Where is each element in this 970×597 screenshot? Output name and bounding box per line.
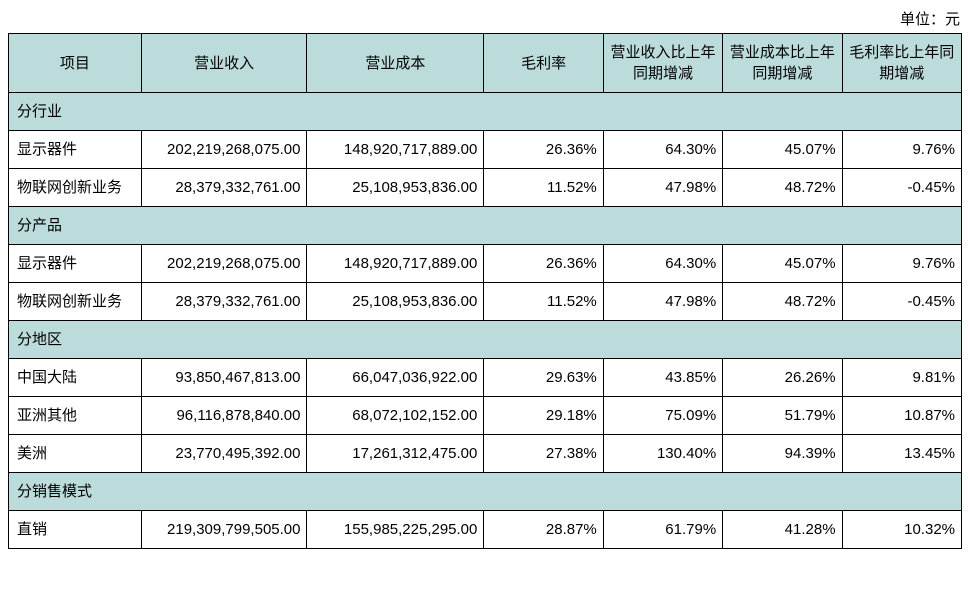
cell-value: 130.40% xyxy=(603,435,722,473)
financial-table: 项目 营业收入 营业成本 毛利率 营业收入比上年同期增减 营业成本比上年同期增减… xyxy=(8,33,962,549)
cell-value: 96,116,878,840.00 xyxy=(141,397,307,435)
table-row: 亚洲其他96,116,878,840.0068,072,102,152.0029… xyxy=(9,397,962,435)
section-row: 分行业 xyxy=(9,93,962,131)
cell-value: 23,770,495,392.00 xyxy=(141,435,307,473)
table-body: 分行业显示器件202,219,268,075.00148,920,717,889… xyxy=(9,93,962,549)
cell-value: 9.76% xyxy=(842,131,961,169)
cell-value: 28,379,332,761.00 xyxy=(141,283,307,321)
cell-value: 11.52% xyxy=(484,283,603,321)
row-label: 显示器件 xyxy=(9,245,142,283)
cell-value: 68,072,102,152.00 xyxy=(307,397,484,435)
cell-value: 10.32% xyxy=(842,511,961,549)
cell-value: 26.36% xyxy=(484,245,603,283)
col-header-6: 毛利率比上年同期增减 xyxy=(842,34,961,93)
table-head: 项目 营业收入 营业成本 毛利率 营业收入比上年同期增减 营业成本比上年同期增减… xyxy=(9,34,962,93)
cell-value: 66,047,036,922.00 xyxy=(307,359,484,397)
cell-value: 17,261,312,475.00 xyxy=(307,435,484,473)
cell-value: 10.87% xyxy=(842,397,961,435)
cell-value: 94.39% xyxy=(723,435,842,473)
cell-value: 51.79% xyxy=(723,397,842,435)
cell-value: 13.45% xyxy=(842,435,961,473)
cell-value: 64.30% xyxy=(603,245,722,283)
cell-value: 25,108,953,836.00 xyxy=(307,283,484,321)
cell-value: 93,850,467,813.00 xyxy=(141,359,307,397)
row-label: 直销 xyxy=(9,511,142,549)
col-header-1: 营业收入 xyxy=(141,34,307,93)
row-label: 亚洲其他 xyxy=(9,397,142,435)
cell-value: 148,920,717,889.00 xyxy=(307,131,484,169)
col-header-3: 毛利率 xyxy=(484,34,603,93)
cell-value: 61.79% xyxy=(603,511,722,549)
cell-value: 28.87% xyxy=(484,511,603,549)
cell-value: 45.07% xyxy=(723,245,842,283)
table-row: 显示器件202,219,268,075.00148,920,717,889.00… xyxy=(9,245,962,283)
cell-value: 28,379,332,761.00 xyxy=(141,169,307,207)
section-title: 分销售模式 xyxy=(9,473,962,511)
table-row: 中国大陆93,850,467,813.0066,047,036,922.0029… xyxy=(9,359,962,397)
cell-value: 25,108,953,836.00 xyxy=(307,169,484,207)
cell-value: 148,920,717,889.00 xyxy=(307,245,484,283)
cell-value: 47.98% xyxy=(603,169,722,207)
cell-value: 9.81% xyxy=(842,359,961,397)
col-header-0: 项目 xyxy=(9,34,142,93)
section-row: 分地区 xyxy=(9,321,962,359)
cell-value: 202,219,268,075.00 xyxy=(141,245,307,283)
cell-value: 75.09% xyxy=(603,397,722,435)
cell-value: 45.07% xyxy=(723,131,842,169)
cell-value: -0.45% xyxy=(842,283,961,321)
cell-value: 219,309,799,505.00 xyxy=(141,511,307,549)
cell-value: 64.30% xyxy=(603,131,722,169)
unit-label: 单位：元 xyxy=(8,8,962,29)
table-row: 显示器件202,219,268,075.00148,920,717,889.00… xyxy=(9,131,962,169)
cell-value: 47.98% xyxy=(603,283,722,321)
cell-value: 48.72% xyxy=(723,169,842,207)
cell-value: 29.63% xyxy=(484,359,603,397)
cell-value: 11.52% xyxy=(484,169,603,207)
cell-value: 27.38% xyxy=(484,435,603,473)
col-header-5: 营业成本比上年同期增减 xyxy=(723,34,842,93)
table-row: 物联网创新业务28,379,332,761.0025,108,953,836.0… xyxy=(9,283,962,321)
row-label: 中国大陆 xyxy=(9,359,142,397)
table-row: 美洲23,770,495,392.0017,261,312,475.0027.3… xyxy=(9,435,962,473)
cell-value: 43.85% xyxy=(603,359,722,397)
section-title: 分行业 xyxy=(9,93,962,131)
row-label: 美洲 xyxy=(9,435,142,473)
col-header-4: 营业收入比上年同期增减 xyxy=(603,34,722,93)
col-header-2: 营业成本 xyxy=(307,34,484,93)
row-label: 物联网创新业务 xyxy=(9,169,142,207)
header-row: 项目 营业收入 营业成本 毛利率 营业收入比上年同期增减 营业成本比上年同期增减… xyxy=(9,34,962,93)
table-row: 物联网创新业务28,379,332,761.0025,108,953,836.0… xyxy=(9,169,962,207)
section-row: 分产品 xyxy=(9,207,962,245)
cell-value: 41.28% xyxy=(723,511,842,549)
cell-value: 155,985,225,295.00 xyxy=(307,511,484,549)
cell-value: 202,219,268,075.00 xyxy=(141,131,307,169)
section-title: 分地区 xyxy=(9,321,962,359)
row-label: 物联网创新业务 xyxy=(9,283,142,321)
table-row: 直销219,309,799,505.00155,985,225,295.0028… xyxy=(9,511,962,549)
cell-value: 9.76% xyxy=(842,245,961,283)
cell-value: -0.45% xyxy=(842,169,961,207)
cell-value: 29.18% xyxy=(484,397,603,435)
row-label: 显示器件 xyxy=(9,131,142,169)
cell-value: 26.26% xyxy=(723,359,842,397)
section-row: 分销售模式 xyxy=(9,473,962,511)
cell-value: 48.72% xyxy=(723,283,842,321)
cell-value: 26.36% xyxy=(484,131,603,169)
section-title: 分产品 xyxy=(9,207,962,245)
